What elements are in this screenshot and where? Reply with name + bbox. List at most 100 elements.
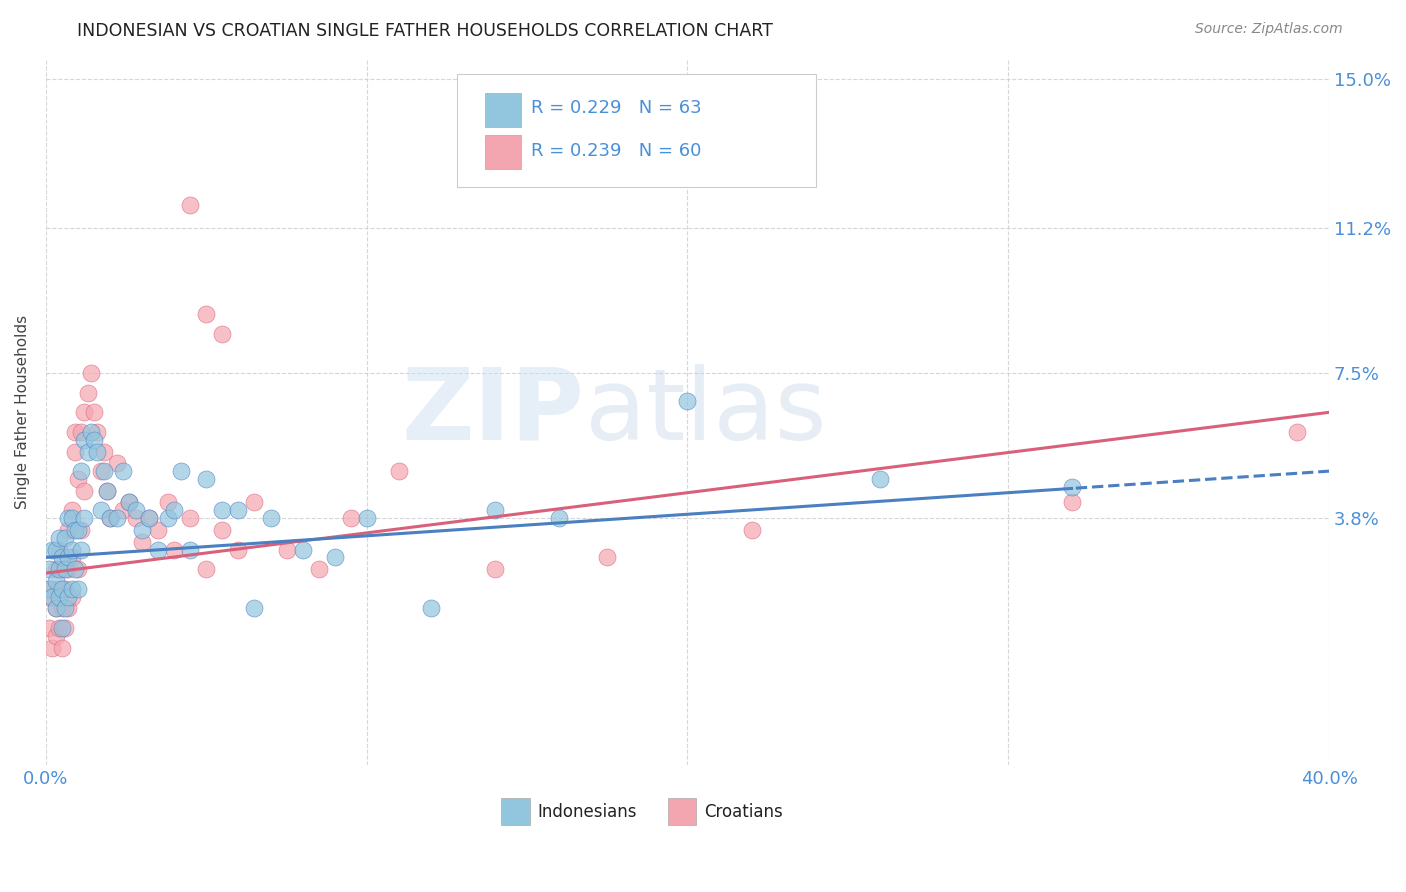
Point — [195, 472, 218, 486]
Point — [41, 640, 63, 655]
Point — [38, 562, 60, 576]
Point — [51, 640, 73, 655]
Point — [60, 542, 83, 557]
Point — [291, 542, 314, 557]
Point — [323, 550, 346, 565]
Point — [195, 562, 218, 576]
Point — [53, 621, 76, 635]
Point — [51, 582, 73, 596]
Point — [38, 582, 60, 596]
Point — [60, 503, 83, 517]
Point — [41, 590, 63, 604]
Point — [170, 464, 193, 478]
Point — [148, 523, 170, 537]
Point — [45, 542, 67, 557]
Point — [45, 601, 67, 615]
Point — [58, 523, 80, 537]
FancyBboxPatch shape — [457, 74, 815, 186]
Point — [125, 503, 148, 517]
Point — [41, 582, 63, 596]
Point — [179, 511, 201, 525]
Point — [53, 601, 76, 615]
Point — [125, 511, 148, 525]
Point — [243, 601, 266, 615]
FancyBboxPatch shape — [502, 798, 530, 825]
Point — [195, 307, 218, 321]
Point — [179, 542, 201, 557]
Point — [96, 483, 118, 498]
Point — [111, 503, 134, 517]
Point — [131, 523, 153, 537]
Point — [228, 542, 250, 557]
Point — [38, 621, 60, 635]
Point — [308, 562, 330, 576]
Point — [41, 542, 63, 557]
Point — [80, 366, 103, 380]
Point — [63, 444, 86, 458]
Point — [70, 523, 93, 537]
Point — [676, 393, 699, 408]
Point — [67, 562, 90, 576]
Point — [58, 562, 80, 576]
Point — [73, 511, 96, 525]
FancyBboxPatch shape — [668, 798, 696, 825]
Point — [51, 550, 73, 565]
Point — [51, 562, 73, 576]
Point — [89, 464, 111, 478]
Point — [45, 574, 67, 588]
Point — [111, 464, 134, 478]
Point — [93, 464, 115, 478]
Point — [419, 601, 441, 615]
Point — [60, 590, 83, 604]
FancyBboxPatch shape — [485, 93, 520, 127]
Point — [211, 503, 233, 517]
Point — [51, 601, 73, 615]
Point — [63, 523, 86, 537]
Point — [484, 503, 506, 517]
Point — [105, 456, 128, 470]
Point — [48, 582, 70, 596]
Point — [53, 582, 76, 596]
Point — [83, 405, 105, 419]
Point — [67, 523, 90, 537]
Point — [228, 503, 250, 517]
Point — [53, 531, 76, 545]
Point — [89, 503, 111, 517]
Point — [45, 601, 67, 615]
Point — [60, 550, 83, 565]
Point — [484, 562, 506, 576]
Point — [356, 511, 378, 525]
Point — [148, 542, 170, 557]
Point — [60, 582, 83, 596]
Point — [596, 550, 619, 565]
Point — [67, 582, 90, 596]
Point — [48, 590, 70, 604]
Point — [63, 425, 86, 439]
Point — [741, 523, 763, 537]
Point — [48, 562, 70, 576]
Point — [1062, 495, 1084, 509]
Point — [86, 444, 108, 458]
Point — [45, 629, 67, 643]
Point — [118, 495, 141, 509]
Point — [211, 523, 233, 537]
Point — [211, 326, 233, 341]
Text: Indonesians: Indonesians — [537, 803, 637, 821]
Point — [179, 197, 201, 211]
Point — [156, 495, 179, 509]
Point — [76, 444, 98, 458]
Point — [163, 503, 186, 517]
Point — [163, 542, 186, 557]
Point — [48, 542, 70, 557]
Point — [76, 385, 98, 400]
Point — [1062, 480, 1084, 494]
Point — [58, 590, 80, 604]
Point — [388, 464, 411, 478]
Text: R = 0.239   N = 60: R = 0.239 N = 60 — [531, 142, 702, 160]
Text: Source: ZipAtlas.com: Source: ZipAtlas.com — [1195, 22, 1343, 37]
Point — [48, 621, 70, 635]
Point — [138, 511, 160, 525]
Point — [156, 511, 179, 525]
Point — [58, 601, 80, 615]
Point — [98, 511, 121, 525]
